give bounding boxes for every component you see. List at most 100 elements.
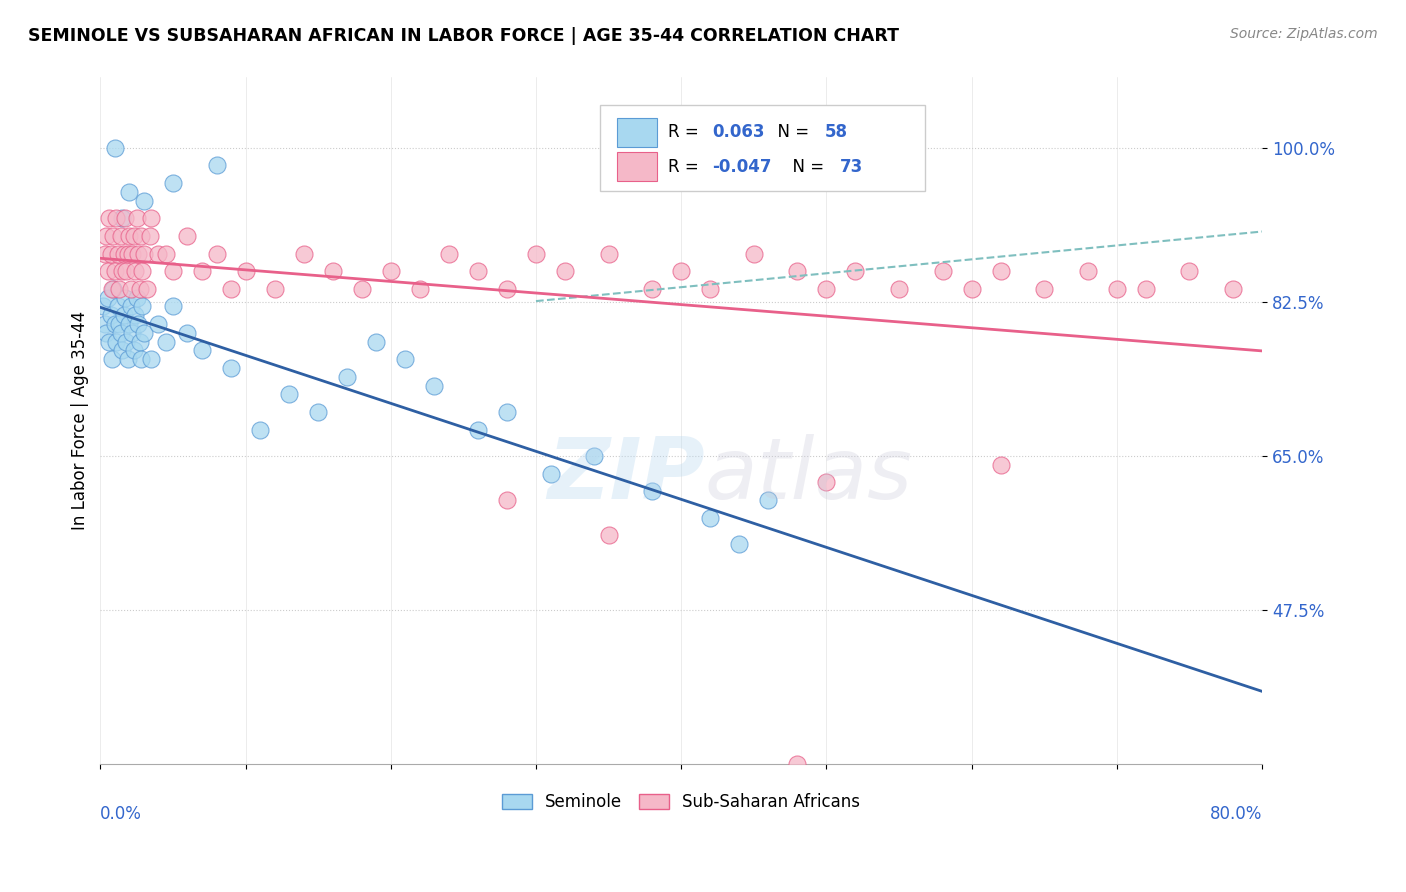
Point: [114, 211, 136, 226]
Point: [93, 246, 115, 260]
FancyBboxPatch shape: [617, 118, 657, 147]
Point: [100, 308, 122, 322]
Point: [467, 264, 489, 278]
Point: [122, 229, 145, 244]
Text: -0.047: -0.047: [713, 158, 772, 176]
Point: [103, 282, 125, 296]
Point: [100, 246, 122, 260]
Point: [120, 282, 142, 296]
Point: [129, 352, 152, 367]
Point: [127, 246, 149, 260]
Point: [235, 264, 257, 278]
Point: [138, 229, 160, 244]
Point: [111, 264, 134, 278]
Point: [1105, 282, 1128, 296]
Point: [93, 317, 115, 331]
Point: [1178, 264, 1201, 278]
Point: [205, 159, 228, 173]
Point: [336, 369, 359, 384]
Point: [96, 229, 118, 244]
Point: [960, 282, 983, 296]
Point: [103, 229, 125, 244]
Text: SEMINOLE VS SUBSAHARAN AFRICAN IN LABOR FORCE | AGE 35-44 CORRELATION CHART: SEMINOLE VS SUBSAHARAN AFRICAN IN LABOR …: [28, 27, 898, 45]
Point: [104, 317, 127, 331]
Point: [496, 282, 519, 296]
Point: [786, 757, 808, 772]
Point: [278, 387, 301, 401]
Point: [108, 282, 131, 296]
Point: [1222, 282, 1244, 296]
Text: 73: 73: [841, 158, 863, 176]
Point: [111, 211, 134, 226]
FancyBboxPatch shape: [600, 105, 925, 191]
Text: N =: N =: [768, 123, 814, 142]
Text: atlas: atlas: [704, 434, 912, 517]
Point: [249, 423, 271, 437]
Point: [394, 352, 416, 367]
Point: [641, 484, 664, 499]
Point: [108, 317, 131, 331]
Legend: Seminole, Sub-Saharan Africans: Seminole, Sub-Saharan Africans: [495, 787, 868, 818]
Point: [350, 282, 373, 296]
Point: [97, 264, 120, 278]
Point: [191, 343, 214, 358]
Point: [104, 264, 127, 278]
Point: [467, 423, 489, 437]
Point: [132, 194, 155, 208]
Point: [141, 352, 163, 367]
Point: [101, 352, 124, 367]
Point: [121, 246, 143, 260]
Text: ZIP: ZIP: [547, 434, 704, 517]
Point: [122, 343, 145, 358]
Point: [148, 246, 170, 260]
Point: [96, 326, 118, 340]
Point: [212, 863, 235, 877]
Point: [155, 246, 177, 260]
Point: [191, 264, 214, 278]
Point: [931, 264, 953, 278]
Point: [437, 246, 460, 260]
Point: [263, 282, 285, 296]
Point: [141, 211, 163, 226]
Point: [786, 264, 808, 278]
Y-axis label: In Labor Force | Age 35-44: In Labor Force | Age 35-44: [72, 311, 89, 531]
Point: [598, 246, 620, 260]
Point: [128, 334, 150, 349]
Point: [1033, 282, 1056, 296]
Point: [598, 528, 620, 542]
Point: [98, 211, 121, 226]
Point: [423, 378, 446, 392]
Point: [1077, 264, 1099, 278]
Point: [540, 467, 562, 481]
Point: [115, 334, 138, 349]
Point: [641, 282, 664, 296]
Point: [117, 352, 139, 367]
Point: [115, 264, 138, 278]
Text: R =: R =: [668, 158, 704, 176]
Point: [162, 176, 184, 190]
Text: 58: 58: [825, 123, 848, 142]
Text: N =: N =: [782, 158, 830, 176]
Point: [128, 282, 150, 296]
Point: [728, 537, 751, 551]
Text: R =: R =: [668, 123, 704, 142]
Point: [366, 334, 388, 349]
Point: [155, 334, 177, 349]
Point: [699, 510, 721, 524]
Point: [124, 308, 146, 322]
Point: [125, 211, 148, 226]
Point: [380, 264, 402, 278]
Point: [117, 246, 139, 260]
Point: [112, 308, 135, 322]
Point: [219, 361, 242, 376]
Point: [322, 264, 344, 278]
Point: [176, 326, 198, 340]
Point: [583, 449, 606, 463]
Point: [524, 246, 547, 260]
Point: [409, 282, 432, 296]
Point: [110, 326, 132, 340]
Point: [554, 264, 576, 278]
Point: [1135, 282, 1157, 296]
Point: [124, 264, 146, 278]
Point: [132, 246, 155, 260]
